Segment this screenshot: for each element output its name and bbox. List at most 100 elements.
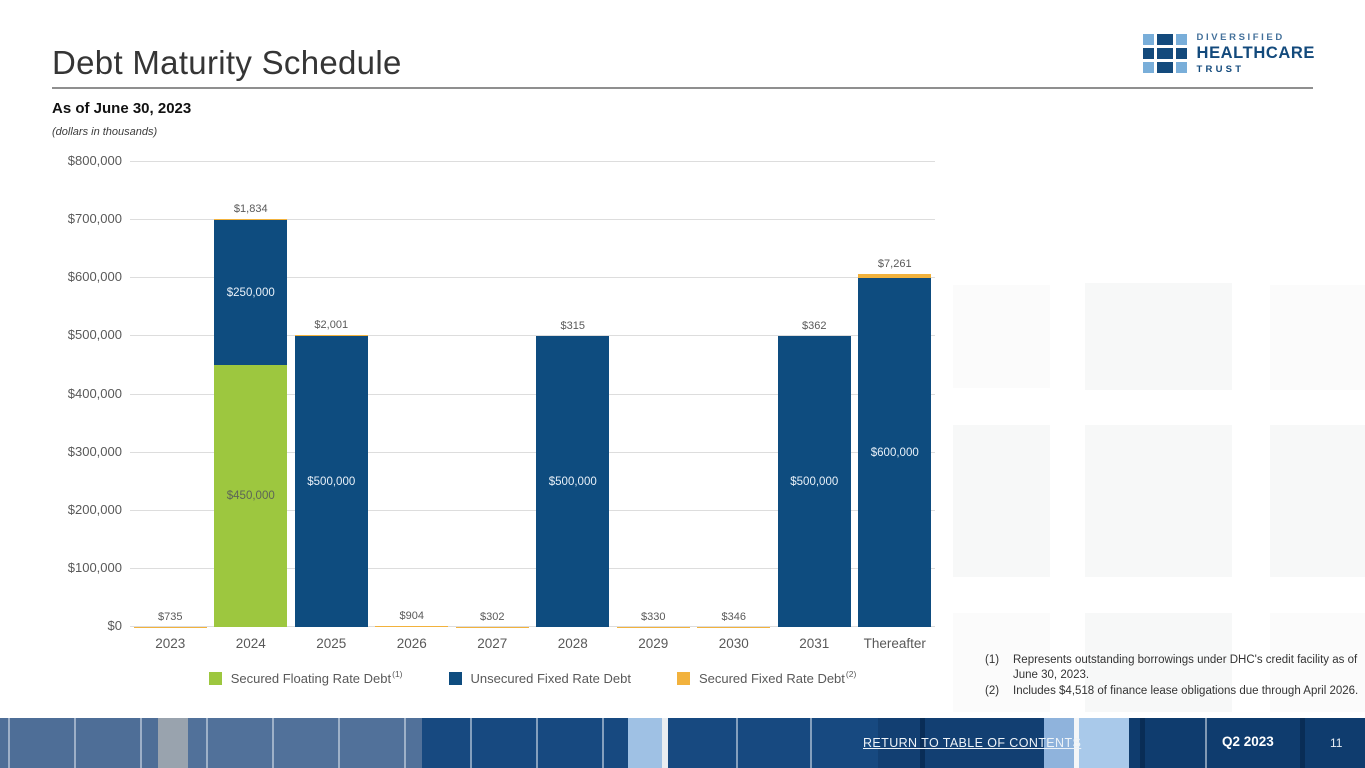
logo-square: [1156, 34, 1173, 45]
bar-top-label: $735: [158, 610, 183, 623]
legend-item: Unsecured Fixed Rate Debt: [448, 671, 631, 686]
legend-footnote-marker: (2): [845, 668, 857, 679]
page-title: Debt Maturity Schedule: [52, 44, 402, 81]
bar-slot-2026: $904: [372, 162, 453, 627]
bar-top-label: $302: [480, 610, 505, 623]
x-tick-label: 2024: [235, 636, 266, 651]
logo-square: [1175, 34, 1187, 45]
x-tick-label: 2026: [396, 636, 427, 651]
logo-line-healthcare: HEALTHCARE: [1196, 44, 1315, 62]
x-tick-label: 2030: [718, 636, 749, 651]
footnote-item: (2) Includes $4,518 of finance lease obli…: [985, 684, 1361, 699]
logo-square: [1142, 34, 1154, 45]
x-tick-label: 2023: [155, 636, 186, 651]
segment-value-label: $600,000: [870, 446, 919, 459]
title-divider: [52, 87, 1313, 89]
gridline: [130, 567, 935, 569]
bar-slot-2031: $500,000 $362: [774, 162, 855, 627]
x-axis: 2023 2024 2025 2026 2027 2028 2029 2030 2031 Ther…: [130, 636, 935, 651]
logo-square: [1175, 48, 1187, 59]
units-note: (dollars in thousands): [52, 126, 158, 138]
legend-swatch-icon: [448, 672, 462, 685]
y-tick-label: $0: [107, 618, 122, 633]
logo-text: DIVERSIFIED HEALTHCARE TRUST: [1197, 32, 1315, 75]
bar-top-label: $904: [399, 610, 424, 623]
legend-item: Secured Floating Rate Debt (1): [208, 668, 403, 686]
footnote-text: Includes $4,518 of finance lease obligat…: [1013, 684, 1359, 697]
bar-slot-2029: $330: [613, 162, 694, 627]
segment-value-label: $250,000: [226, 286, 275, 299]
logo-square: [1175, 62, 1187, 73]
return-to-toc-link[interactable]: RETURN TO TABLE OF CONTENTS: [863, 736, 1082, 750]
logo-square: [1142, 48, 1154, 59]
bar-segment: $450,000: [214, 365, 288, 627]
bar-top-label: $330: [641, 610, 666, 623]
legend-footnote-marker: (1): [392, 668, 403, 679]
legend-label: Secured Floating Rate Debt: [230, 671, 392, 686]
x-tick-label: 2028: [557, 636, 588, 651]
logo-line-trust: TRUST: [1196, 64, 1245, 75]
bar-top-label: $2,001: [314, 319, 349, 332]
bar-slot-2027: $302: [452, 162, 533, 627]
x-tick-label: Thereafter: [863, 636, 926, 651]
legend-swatch-icon: [676, 672, 690, 685]
page-number: 11: [1330, 736, 1343, 750]
legend-item: Secured Fixed Rate Debt (2): [676, 668, 857, 686]
as-of-date: As of June 30, 2023: [52, 100, 192, 117]
logo-square: [1142, 62, 1154, 73]
gridline: [130, 451, 935, 453]
bar-top-label: $315: [560, 320, 585, 333]
quarter-label: Q2 2023: [1222, 734, 1274, 749]
segment-value-label: $500,000: [307, 475, 356, 488]
x-tick-label: 2031: [799, 636, 830, 651]
bar-slot-2023: $735: [130, 162, 211, 627]
bar-slot-2030: $346: [694, 162, 775, 627]
bar-segment: [858, 274, 932, 279]
bar-segment: $500,000: [777, 336, 851, 627]
segment-value-label: $500,000: [548, 475, 597, 488]
bar-segment: [214, 219, 288, 221]
gridline: [130, 161, 935, 162]
legend-swatch-icon: [208, 672, 222, 685]
y-tick-label: $100,000: [67, 559, 122, 575]
company-logo: DIVERSIFIED HEALTHCARE TRUST: [1142, 32, 1315, 75]
bar-slot-Thereafter: $600,000 $7,261: [855, 162, 936, 627]
segment-value-label: $500,000: [790, 475, 839, 488]
x-tick-label: 2025: [316, 636, 347, 651]
footer-photo-strip: [0, 718, 1365, 768]
y-tick-label: $200,000: [67, 501, 122, 517]
x-tick-label: 2029: [638, 636, 669, 651]
gridline: [130, 509, 935, 511]
gridline: [130, 219, 935, 221]
gridline: [130, 335, 935, 337]
segment-value-label: $450,000: [226, 490, 275, 503]
bar-top-label: $7,261: [877, 258, 912, 271]
bar-series: $735 $450,000 $250,000 $1,834 $500,000 $2,001…: [130, 162, 935, 627]
bar-segment: [294, 335, 368, 337]
footnote-item: (1) Represents outstanding borrowings und…: [985, 653, 1361, 684]
logo-grid-icon: [1142, 34, 1187, 73]
bar-slot-2028: $500,000 $315: [533, 162, 614, 627]
bar-segment: $500,000: [536, 336, 610, 627]
bar-slot-2025: $500,000 $2,001: [291, 162, 372, 627]
logo-line-diversified: DIVERSIFIED: [1196, 32, 1285, 43]
y-tick-label: $400,000: [67, 385, 122, 401]
y-tick-label: $800,000: [67, 153, 122, 168]
y-tick-label: $700,000: [67, 211, 122, 227]
footnotes: (1) Represents outstanding borrowings und…: [985, 653, 1361, 699]
logo-square: [1156, 48, 1173, 59]
bar-segment: $600,000: [858, 278, 932, 627]
y-tick-label: $600,000: [67, 269, 122, 285]
bar-top-label: $346: [721, 610, 746, 623]
plot-area: [130, 161, 935, 627]
legend-label: Unsecured Fixed Rate Debt: [470, 671, 631, 686]
y-tick-label: $300,000: [67, 443, 122, 459]
logo-square: [1156, 62, 1173, 73]
bar-segment: $500,000: [294, 336, 368, 627]
gridline: [130, 277, 935, 279]
chart-legend: Secured Floating Rate Debt (1) Unsecured F…: [130, 668, 935, 686]
bar-segment: [375, 626, 449, 627]
bar-top-label: $1,834: [233, 203, 268, 216]
bar-slot-2024: $450,000 $250,000 $1,834: [211, 162, 292, 627]
